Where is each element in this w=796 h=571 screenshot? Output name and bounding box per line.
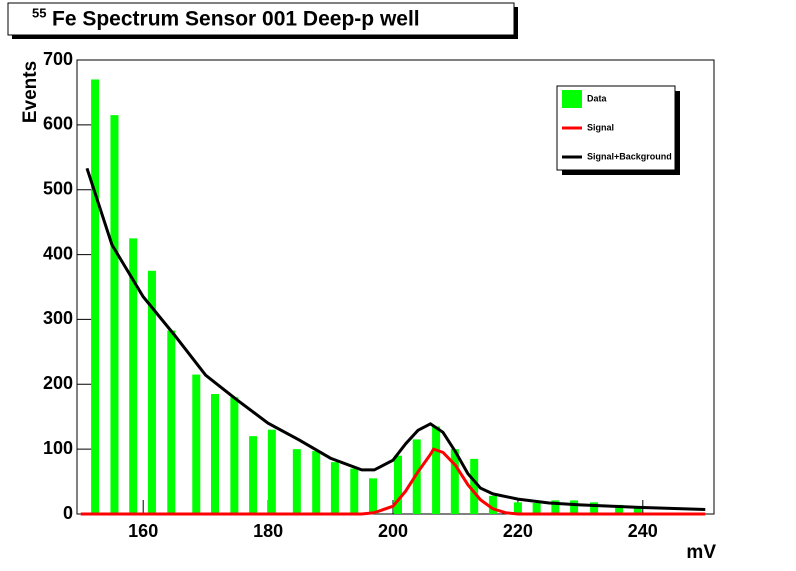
legend-swatch [562,90,582,108]
bar [412,439,421,514]
x-axis-label: mV [686,542,716,563]
bar [167,330,176,514]
y-tick-label: 200 [43,373,73,393]
bar [615,504,624,514]
bar [488,495,497,514]
bar [513,502,522,514]
line [85,167,706,511]
bar [91,79,100,514]
bar [267,429,276,514]
line [80,447,706,516]
bar [312,451,321,514]
x-tick-label: 160 [128,521,158,541]
bar [633,508,642,514]
bar [147,270,156,514]
y-tick-label: 300 [43,308,73,328]
bar [470,458,479,514]
bar [432,426,441,514]
bar [330,462,339,514]
bar [110,115,119,514]
x-tick-label: 180 [253,521,283,541]
y-tick-label: 700 [43,49,73,69]
bar [230,397,239,514]
x-tick-label: 220 [503,521,533,541]
y-tick-label: 500 [43,178,73,198]
y-tick-label: 0 [63,503,73,523]
bar [393,455,402,514]
y-tick-label: 100 [43,438,73,458]
legend-label: Signal [587,122,614,132]
bar [350,468,359,514]
x-tick-label: 240 [628,521,658,541]
legend-label: Data [587,93,608,103]
bar [249,436,258,514]
y-tick-label: 600 [43,114,73,134]
bar [211,394,220,514]
bar [192,374,201,514]
bar [369,478,378,514]
bar [450,449,459,514]
legend-label: Signal+Background [587,151,672,161]
bar [570,500,579,514]
bar [292,449,301,514]
title-box [7,2,515,36]
bar [590,502,599,514]
chart-title: Fe Spectrum Sensor 001 Deep-p well [52,8,420,31]
x-tick-label: 200 [378,521,408,541]
y-axis-label: Events [20,61,41,123]
bar [129,238,138,514]
title-superscript: 55 [32,5,46,20]
bar [551,500,560,514]
y-tick-label: 400 [43,243,73,263]
bar [532,502,541,514]
